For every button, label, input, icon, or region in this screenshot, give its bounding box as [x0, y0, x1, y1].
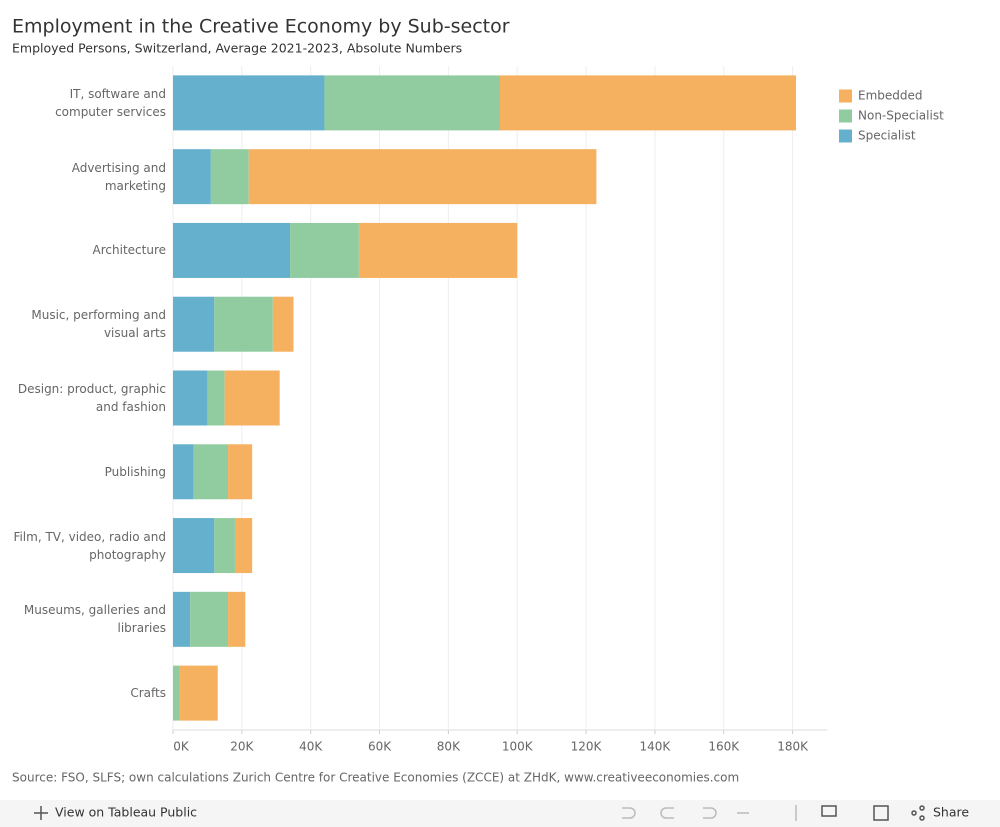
bar-segment	[500, 75, 797, 131]
y-tick-label: Design: product, graphic and fashion	[17, 382, 166, 414]
bar-segment	[173, 222, 291, 278]
x-tick-label: 20K	[230, 740, 254, 754]
bar-segment	[207, 370, 225, 426]
bar-segment	[214, 296, 273, 352]
bar-segment	[173, 75, 325, 131]
bar-segment	[173, 149, 211, 205]
y-tick-label: Film, TV, video, radio and photography	[13, 529, 166, 562]
bar-segment	[173, 591, 191, 647]
x-tick-label: 0K	[173, 740, 190, 754]
y-tick-label: Architecture	[92, 243, 166, 258]
bar-segment	[324, 75, 500, 131]
x-tick-label: 40K	[299, 740, 323, 754]
y-tick-label: Publishing	[104, 464, 166, 479]
toolbar-icons	[622, 805, 797, 821]
legend-label: Specialist	[858, 129, 916, 143]
x-tick-label: 180K	[777, 740, 809, 754]
x-tick-label: 100K	[502, 740, 534, 754]
x-tick-label: 60K	[368, 740, 392, 754]
bar-segment	[248, 149, 597, 205]
x-tick-label: 80K	[437, 740, 461, 754]
bar-segment	[173, 296, 215, 352]
bar-segment	[290, 222, 359, 278]
bar-segment	[179, 665, 218, 721]
x-tick-label: 140K	[640, 740, 672, 754]
chart-subtitle: Employed Persons, Switzerland, Average 2…	[12, 41, 462, 56]
bar-segment	[173, 665, 180, 721]
x-tick-label: 160K	[708, 740, 740, 754]
legend-label: Non-Specialist	[858, 109, 944, 123]
share-button[interactable]: Share	[933, 805, 969, 820]
bar-segment	[210, 149, 249, 205]
legend-label: Embedded	[858, 89, 923, 103]
y-tick-label: Museums, galleries and libraries	[23, 603, 166, 636]
x-tick-label: 120K	[571, 740, 603, 754]
source-note: Source: FSO, SLFS; own calculations Zuri…	[12, 771, 739, 785]
y-tick-label: Music, performing and visual arts	[31, 308, 166, 341]
bar-segment	[190, 591, 229, 647]
bar-segment	[173, 370, 208, 426]
bar-segment	[173, 518, 215, 574]
tableau-icon[interactable]	[34, 806, 48, 820]
bar-segment	[214, 518, 235, 574]
bar-segment	[193, 444, 229, 500]
bar-segment	[173, 444, 194, 500]
bar-segment	[358, 222, 518, 278]
bar-segment	[234, 518, 253, 574]
legend-swatch	[839, 129, 852, 143]
bar-segment	[228, 591, 246, 647]
bar-segment	[224, 370, 280, 426]
legend-swatch	[839, 109, 852, 123]
legend-swatch	[839, 89, 852, 103]
bar-segment	[272, 296, 294, 352]
y-tick-label: Crafts	[130, 686, 166, 701]
y-tick-label: IT, software and computer services	[55, 86, 166, 119]
bar-segment	[228, 444, 253, 500]
chart-title: Employment in the Creative Economy by Su…	[12, 16, 510, 38]
toolbar-actions[interactable]	[821, 805, 925, 821]
view-link[interactable]: View on Tableau Public	[55, 805, 197, 820]
toolbar	[0, 800, 1000, 827]
y-tick-label: Advertising and marketing	[71, 160, 166, 193]
